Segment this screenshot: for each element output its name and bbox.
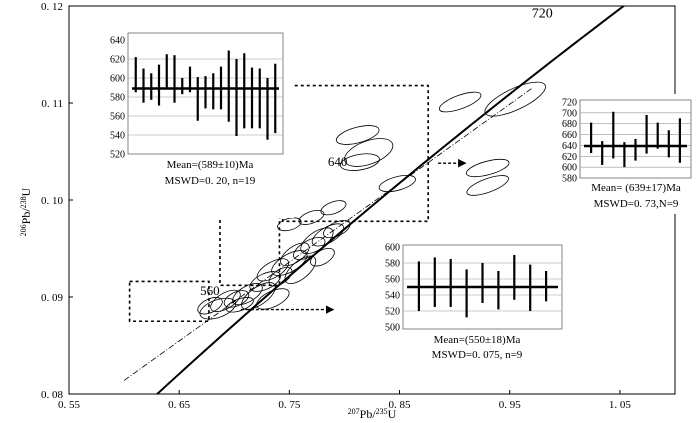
x-label-main2: U: [388, 407, 397, 421]
inset-3-mean-text: Mean=(550±18)Ma: [434, 334, 521, 346]
error-ellipse: [268, 266, 293, 287]
error-ellipse: [300, 227, 334, 255]
inset-1-mswd-text: MSWD=0. 20, n=19: [165, 175, 256, 187]
inset-tick-label: 580: [110, 93, 125, 104]
x-tick-label: 0. 85: [389, 399, 412, 411]
inset-1-frame: [127, 32, 284, 155]
inset-tick-label: 560: [385, 275, 400, 286]
weighted-mean-inset-3: 500 520 540 560 580 600 Mean=(550±18)Ma MSWD=…: [385, 240, 566, 361]
error-ellipse: [197, 297, 223, 315]
x-axis-label: 207Pb/235U: [348, 407, 397, 421]
inset-tick-label: 540: [110, 131, 125, 142]
concordia-curve: [155, 6, 626, 394]
inset-1-background: [98, 28, 294, 218]
error-ellipse: [320, 200, 347, 216]
inset-tick-label: 700: [562, 108, 577, 119]
x-tick-label: 0. 55: [58, 399, 81, 411]
x-tick-label: 0. 65: [168, 399, 191, 411]
error-ellipse: [298, 209, 325, 225]
inset-tick-label: 580: [562, 174, 577, 185]
error-ellipse: [284, 255, 317, 285]
inset-tick-label: 500: [385, 323, 400, 334]
selection-box: [128, 280, 210, 323]
x-tick-label: 1. 05: [609, 399, 632, 411]
concordia-age-label: 560: [200, 283, 220, 298]
error-ellipse: [466, 175, 509, 196]
error-ellipse: [378, 174, 416, 193]
inset-tick-label: 540: [385, 291, 400, 302]
x-tick-label: 0. 95: [499, 399, 522, 411]
inset-tick-label: 580: [385, 259, 400, 270]
discordia-line: [123, 88, 532, 381]
error-ellipse: [323, 220, 351, 239]
inset-1-grid: 520 540 560 580 600 620 640: [110, 36, 283, 161]
callout-arrows: [209, 158, 467, 314]
y-label-sup2: 238: [19, 196, 28, 208]
inset-tick-label: 720: [562, 98, 577, 109]
concordia-age-label: 720: [532, 7, 553, 22]
y-tick-label: 0. 09: [41, 292, 64, 304]
y-tick-label: 0. 10: [41, 195, 64, 207]
y-label-main2: U: [19, 187, 33, 196]
error-ellipse: [232, 283, 263, 306]
selection-box: [219, 207, 281, 287]
error-ellipse: [310, 247, 335, 267]
error-ellipse: [335, 125, 380, 145]
inset-tick-label: 640: [110, 36, 125, 47]
inset-1-error-bars: [134, 50, 277, 140]
inset-2-background: [556, 94, 698, 214]
inset-tick-label: 600: [385, 243, 400, 254]
x-label-sup: 207: [348, 407, 360, 416]
concordia-age-label: 640: [328, 154, 348, 169]
error-ellipse: [465, 158, 510, 178]
error-ellipse: [311, 223, 345, 247]
inset-tick-label: 680: [562, 119, 577, 130]
y-axis-ticks: 0. 08 0. 09 0. 10 0. 11 0. 12: [41, 1, 73, 401]
x-tick-label: 0. 75: [278, 399, 301, 411]
error-ellipse: [339, 153, 380, 171]
weighted-mean-inset-1: 520 540 560 580 600 620 640 Mean=(589±10)Ma MS…: [98, 28, 294, 218]
inset-2-frame: [579, 99, 692, 179]
inset-tick-label: 620: [110, 55, 125, 66]
inset-tick-label: 520: [385, 307, 400, 318]
y-tick-label: 0. 08: [41, 389, 64, 401]
inset-tick-label: 560: [110, 112, 125, 123]
x-label-sup2: 235: [376, 407, 388, 416]
inset-tick-label: 600: [562, 163, 577, 174]
y-label-sup: 206: [19, 224, 28, 236]
error-ellipse: [484, 81, 546, 117]
inset-3-grid: 500 520 540 560 580 600: [385, 243, 562, 334]
concordia-plot: 0. 55 0. 65 0. 75 0. 85 0. 95 1. 05 0. 080. 0…: [19, 1, 676, 421]
inset-tick-label: 660: [562, 130, 577, 141]
error-ellipse: [256, 258, 289, 282]
y-axis-label: 206Pb/238U: [19, 187, 33, 236]
concordia-age-labels: 720 640 560: [200, 7, 553, 298]
inset-2-error-bars: [589, 111, 682, 168]
error-ellipse: [344, 138, 394, 167]
error-ellipse: [199, 297, 236, 320]
y-tick-label: 0. 11: [41, 98, 63, 110]
y-label-main: Pb/: [19, 208, 33, 225]
error-ellipse: [438, 91, 482, 113]
inset-1-mean-text: Mean=(589±10)Ma: [167, 159, 254, 171]
inset-2-mean-text: Mean= (639±17)Ma: [591, 182, 681, 194]
selection-box: [281, 84, 429, 223]
error-ellipse: [256, 288, 290, 310]
x-label-main: Pb/: [360, 407, 377, 421]
inset-3-mswd-text: MSWD=0. 075, n=9: [432, 349, 523, 361]
inset-tick-label: 520: [110, 150, 125, 161]
inset-3-frame: [402, 244, 563, 330]
x-axis-ticks: 0. 55 0. 65 0. 75 0. 85 0. 95 1. 05: [58, 390, 631, 411]
inset-tick-label: 600: [110, 74, 125, 85]
y-tick-label: 0. 12: [41, 1, 63, 13]
inset-tick-label: 640: [562, 141, 577, 152]
error-ellipse: [280, 242, 310, 267]
inset-tick-label: 620: [562, 152, 577, 163]
error-ellipse: [293, 237, 326, 260]
error-ellipse: [249, 271, 281, 292]
inset-2-mswd-text: MSWD=0. 73,N=9: [594, 198, 679, 210]
